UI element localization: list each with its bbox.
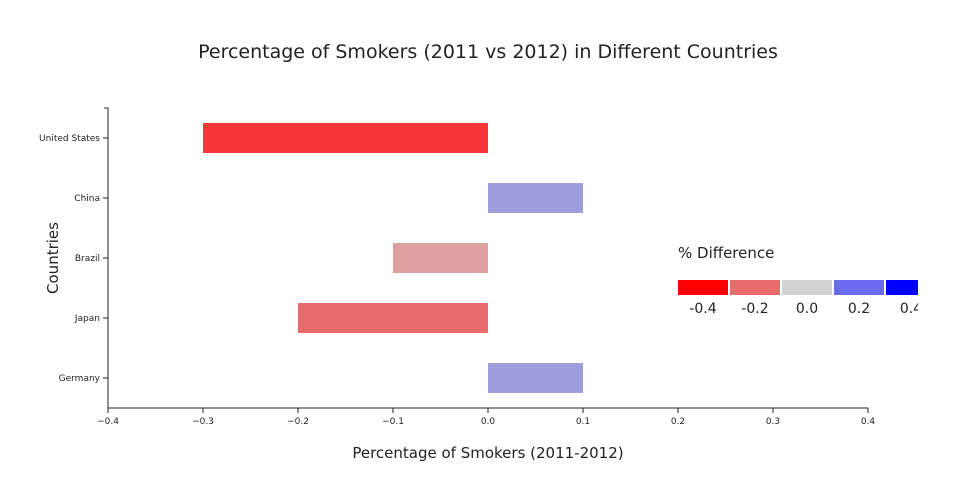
- bar: [393, 243, 488, 273]
- legend-swatch: [886, 280, 918, 295]
- x-tick-label: 0.4: [861, 417, 876, 427]
- legend-swatch: [782, 280, 832, 295]
- x-tick-label: 0.0: [481, 417, 496, 427]
- x-tick-label: −0.4: [97, 417, 119, 427]
- legend-swatch: [730, 280, 780, 295]
- y-tick-label: Germany: [59, 374, 101, 384]
- legend-label: -0.4: [689, 301, 716, 317]
- bar: [203, 123, 488, 153]
- bar: [298, 303, 488, 333]
- legend: % Difference -0.4 -0.2 0.0 0.2 0.4: [678, 244, 922, 317]
- legend-swatch: [678, 280, 728, 295]
- legend-label: 0.0: [796, 301, 818, 317]
- x-tick-label: −0.2: [287, 417, 309, 427]
- legend-label: 0.2: [848, 301, 870, 317]
- y-tick-label: China: [74, 194, 100, 204]
- y-tick-label: Brazil: [75, 254, 100, 264]
- legend-label: 0.4: [900, 301, 922, 317]
- legend-items: -0.4 -0.2 0.0 0.2 0.4: [678, 280, 922, 317]
- bar: [488, 183, 583, 213]
- x-tick-label: 0.2: [671, 417, 685, 427]
- x-tick-label: −0.1: [382, 417, 404, 427]
- bar: [488, 363, 583, 393]
- y-axis-title: Countries: [44, 222, 62, 294]
- chart-title: Percentage of Smokers (2011 vs 2012) in …: [198, 41, 778, 63]
- x-tick-label: 0.3: [766, 417, 780, 427]
- legend-label: -0.2: [741, 301, 768, 317]
- legend-swatch: [834, 280, 884, 295]
- legend-title: % Difference: [678, 244, 774, 262]
- x-axis-title: Percentage of Smokers (2011-2012): [352, 444, 623, 462]
- x-tick-label: 0.1: [576, 417, 590, 427]
- x-tick-label: −0.3: [192, 417, 214, 427]
- y-tick-label: Japan: [74, 314, 100, 324]
- legend-swatches: -0.4 -0.2 0.0 0.2 0.4: [678, 280, 922, 317]
- y-tick-label: United States: [39, 134, 100, 144]
- plot-area: −0.4 −0.3 −0.2 −0.1 0.0 0.1 0.2 0.3 0.4 United St…: [39, 107, 876, 427]
